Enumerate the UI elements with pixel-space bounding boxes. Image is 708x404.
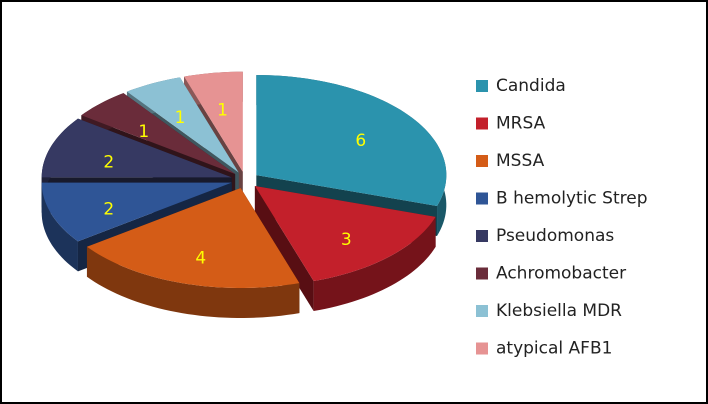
pie-tops <box>41 71 447 288</box>
legend-swatch <box>476 117 488 130</box>
slice <box>126 77 239 173</box>
legend-label: MRSA <box>496 114 546 134</box>
slice-side <box>254 185 314 312</box>
legend-label: Candida <box>496 76 566 96</box>
legend-label: Pseudomonas <box>496 226 614 246</box>
value-label: 4 <box>195 249 206 269</box>
value-label: 1 <box>175 108 186 128</box>
legend-swatch <box>476 155 488 167</box>
legend-swatch <box>476 80 488 92</box>
legend-label: MSSA <box>496 151 545 171</box>
slice <box>41 182 232 242</box>
legend: Candida MRSA MSSA B hemolytic Strep Pseudomo… <box>476 76 648 359</box>
legend-swatch <box>476 267 488 280</box>
legend-label: atypical AFB1 <box>496 339 612 359</box>
legend-swatch <box>476 192 488 205</box>
slice <box>254 185 436 282</box>
slice-side <box>86 246 300 318</box>
legend-label: Achromobacter <box>496 264 626 284</box>
value-label: 3 <box>341 230 352 250</box>
slice-side <box>41 182 78 272</box>
slice <box>256 75 447 206</box>
legend-swatch <box>476 305 488 317</box>
legend-label: B hemolytic Strep <box>496 189 648 209</box>
legend-swatch <box>476 342 488 355</box>
value-label: 2 <box>103 152 114 172</box>
value-labels: 6 3 4 2 2 1 1 1 <box>103 101 366 269</box>
value-label: 1 <box>217 101 228 121</box>
value-label: 6 <box>355 131 366 151</box>
slice <box>81 93 236 175</box>
slice <box>184 71 243 172</box>
legend-label: Klebsiella MDR <box>496 301 622 321</box>
slice-side <box>313 216 436 312</box>
legend-swatch <box>476 230 488 242</box>
slice <box>41 118 232 178</box>
value-label: 2 <box>103 200 114 220</box>
slice <box>86 187 300 288</box>
value-label: 1 <box>138 122 149 142</box>
